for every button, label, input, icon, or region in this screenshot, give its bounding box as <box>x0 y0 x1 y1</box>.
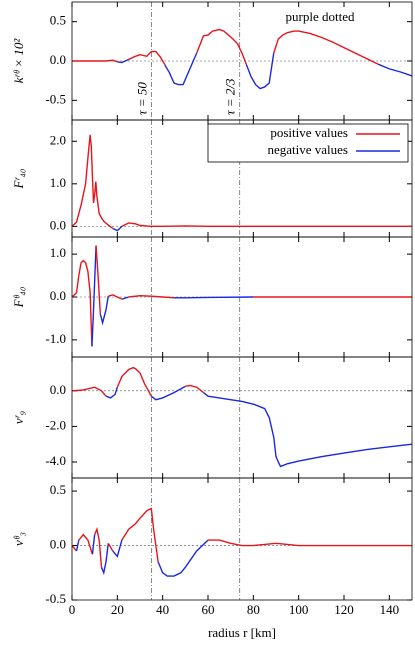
data-line <box>75 539 80 552</box>
data-line <box>91 245 97 347</box>
y-tick-label: 0.0 <box>50 288 66 303</box>
data-line <box>71 259 93 347</box>
y-tick-label: 0.5 <box>50 482 66 497</box>
data-line <box>71 134 114 230</box>
data-line <box>108 294 123 300</box>
data-line <box>71 386 107 397</box>
y-tick-label: 1.0 <box>50 175 66 190</box>
y-tick-label: -4.0 <box>45 453 66 468</box>
data-line <box>99 296 109 326</box>
x-tick-label: 80 <box>247 602 260 617</box>
data-line <box>203 392 413 468</box>
y-axis-label: Fᶿ₄₀ <box>11 287 26 309</box>
x-tick-label: 20 <box>111 602 124 617</box>
legend-label: negative values <box>268 142 349 157</box>
y-tick-label: -1.0 <box>45 331 66 346</box>
data-line <box>157 539 209 577</box>
y-tick-label: 0.0 <box>50 52 66 67</box>
x-tick-label: 140 <box>380 602 400 617</box>
x-tick-label: 120 <box>334 602 354 617</box>
data-line <box>128 295 175 299</box>
annotation: τ = 2/3 <box>223 78 238 115</box>
annotation: τ = 50 <box>134 82 149 115</box>
legend-box <box>207 123 409 163</box>
data-line <box>273 30 379 65</box>
legend-label: positive values <box>270 125 348 140</box>
annotation: purple dotted <box>286 9 355 24</box>
y-tick-label: 1.0 <box>50 245 66 260</box>
data-line <box>105 387 118 399</box>
data-line <box>208 539 412 547</box>
data-line <box>71 545 78 552</box>
x-axis-label: radius r [km] <box>208 625 276 640</box>
data-line <box>121 222 412 228</box>
y-tick-label: -0.5 <box>45 591 66 606</box>
data-line <box>185 384 204 394</box>
data-line <box>150 385 186 401</box>
data-line <box>107 543 114 552</box>
y-tick-label: 0.0 <box>50 217 66 232</box>
data-line <box>245 53 275 90</box>
data-line <box>116 366 152 397</box>
data-line <box>196 28 248 66</box>
data-line <box>164 52 198 86</box>
data-line <box>91 534 96 555</box>
y-tick-label: -2.0 <box>45 417 66 432</box>
data-line <box>94 526 103 568</box>
data-line <box>78 533 94 555</box>
data-line <box>121 296 129 300</box>
data-line <box>112 225 123 232</box>
x-tick-label: 0 <box>69 602 76 617</box>
y-tick-label: 0.0 <box>50 382 66 397</box>
data-line <box>128 50 166 66</box>
y-axis-label: Fʳ₄₀ <box>11 169 26 190</box>
plot-frame <box>71 477 413 601</box>
y-tick-label: 0.5 <box>50 13 66 28</box>
data-line <box>72 59 118 63</box>
data-line <box>121 507 159 562</box>
y-tick-label: 0.0 <box>50 537 66 552</box>
y-axis-label: vʳ₉ <box>11 411 26 424</box>
y-axis-label: vᶿ₃ <box>11 532 26 546</box>
data-line <box>112 539 123 558</box>
data-line <box>377 63 413 77</box>
y-axis-label: kʳᶿ × 10² <box>11 38 26 84</box>
y-tick-label: -0.5 <box>45 91 66 106</box>
x-tick-label: 40 <box>156 602 169 617</box>
data-line <box>117 58 129 64</box>
x-tick-label: 60 <box>202 602 215 617</box>
data-line <box>95 245 102 315</box>
data-line <box>174 296 254 299</box>
y-tick-label: 2.0 <box>50 132 66 147</box>
x-tick-label: 100 <box>289 602 309 617</box>
data-line <box>100 543 109 576</box>
